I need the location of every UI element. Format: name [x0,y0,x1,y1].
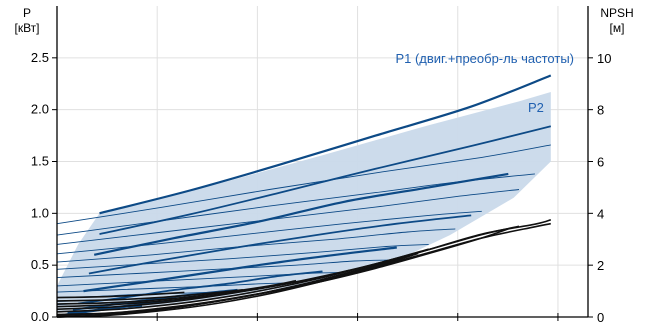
right-axis-tick-label: 2 [597,258,604,273]
p1-power-curve [83,246,397,293]
left-axis-tick-label: 1.5 [31,154,49,169]
left-axis-tick-label: 1.0 [31,205,49,220]
left-axis-label: P [23,6,31,20]
right-axis-tick-label: 0 [597,310,604,324]
npsh-curves-layer [56,219,552,318]
left-axis-tick-label: 0.5 [31,257,49,272]
p2-power-curve [78,270,323,305]
thin-power-curve [56,189,520,245]
left-axis-tick-label: 2.0 [31,102,49,117]
p1-power-curve [99,74,552,215]
right-axis-tick-label: 8 [597,103,604,118]
p1-annotation: P1 (двиг.+преобр-ль частоты) [395,51,574,66]
left-axis-unit: [кВт] [14,21,39,35]
npsh-curve [56,279,297,305]
right-axis-unit: [м] [610,21,625,35]
p2-annotation: P2 [528,100,544,115]
right-axis-tick-label: 4 [597,206,604,221]
right-axis-tick-label: 10 [597,51,611,66]
p1-power-curve [93,172,509,256]
npsh-curve [56,252,419,317]
thin-power-curve [56,282,291,293]
axis-layer: 0.0 0.5 1.0 1.5 2.0 2.5 0 2 4 6 8 10 [31,6,611,324]
right-axis-label: NPSH [600,6,633,20]
npsh-curve [56,225,520,313]
left-axis-tick-label: 0.0 [31,309,49,324]
npsh-curve [56,289,243,302]
right-axis-tick-label: 6 [597,155,604,170]
thin-power-curve [56,144,551,225]
npsh-curve [56,269,350,308]
p2-power-curve [99,125,552,235]
p2-power-curve [88,214,472,275]
left-axis-tick-label: 2.5 [31,50,49,65]
npsh-curve [56,291,185,299]
thin-power-curve [56,228,456,263]
thin-power-curve [56,243,429,270]
